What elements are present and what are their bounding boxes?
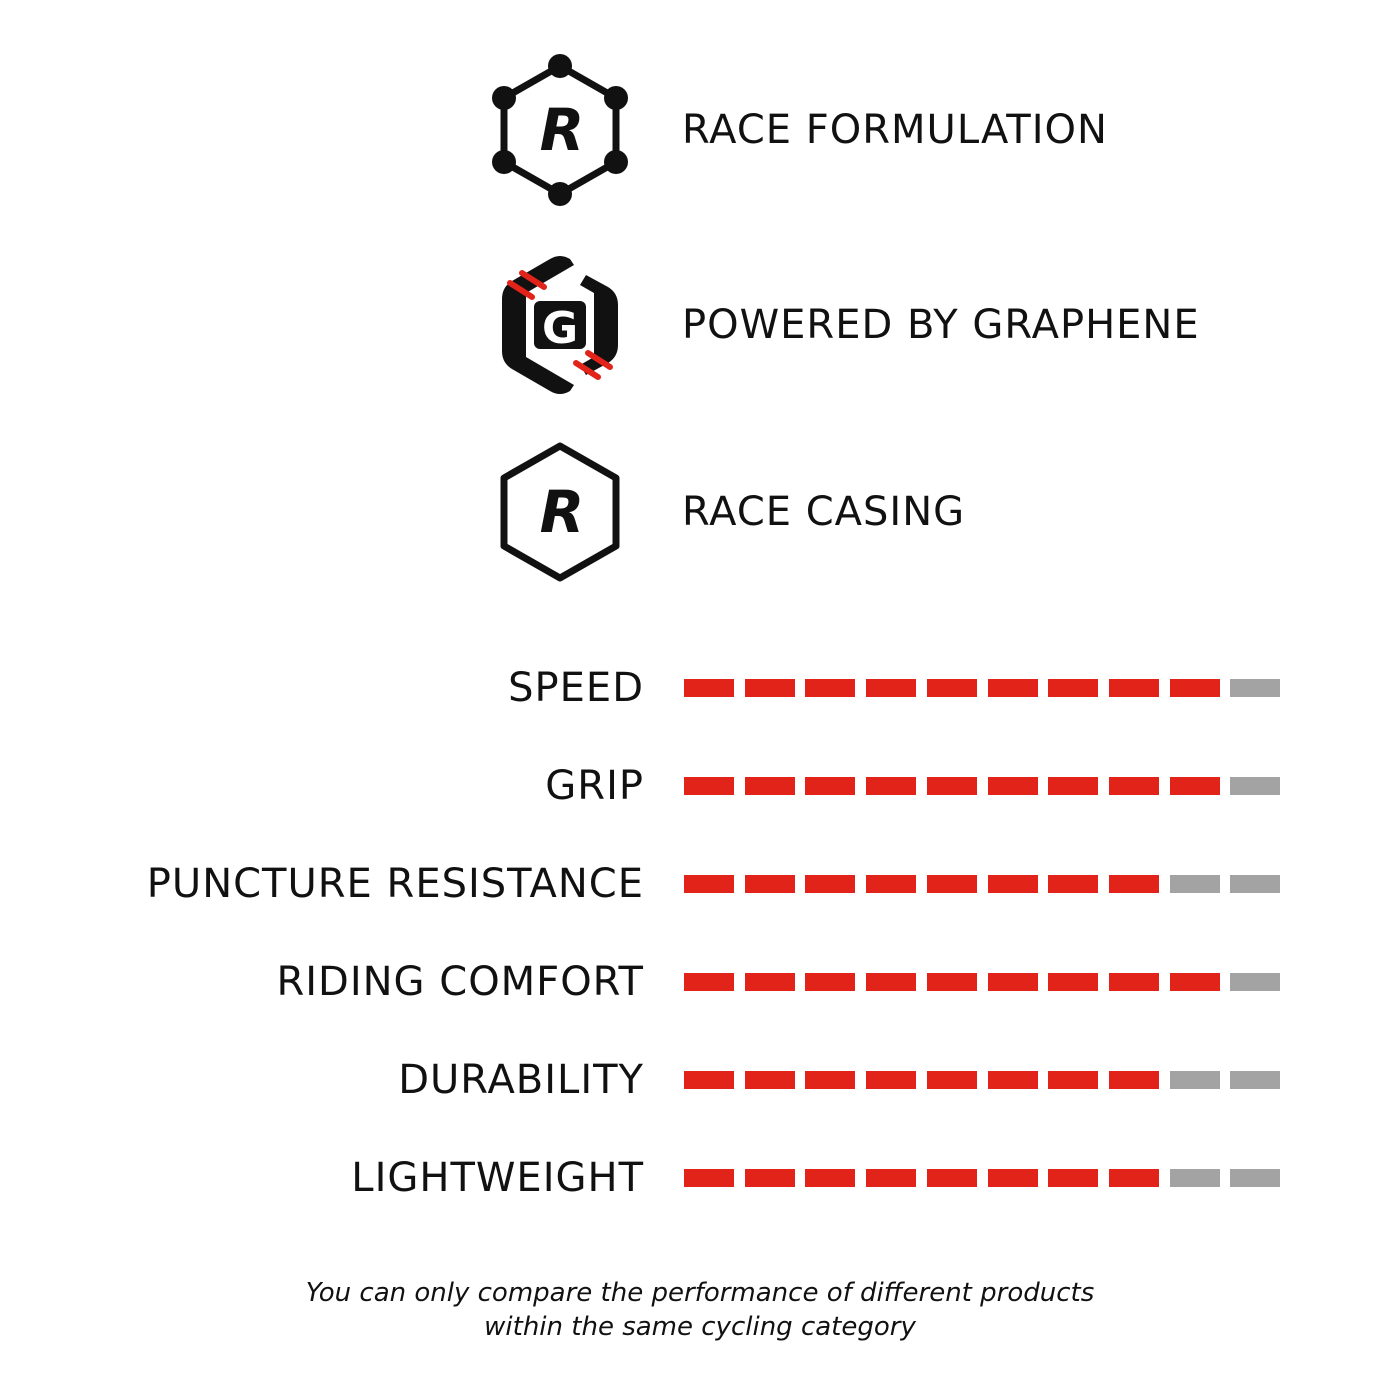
rating-segment-filled	[744, 777, 795, 795]
rating-segment-empty	[1230, 1169, 1281, 1187]
footnote-line-2: within the same cycling category	[484, 1312, 916, 1342]
rating-segment-empty	[1230, 777, 1281, 795]
rating-label: GRIP	[545, 763, 644, 809]
rating-segment-filled	[987, 1071, 1038, 1089]
rating-segment-filled	[1169, 679, 1220, 697]
rating-bar	[684, 973, 1284, 991]
feature-race-casing: R RACE CASING	[490, 432, 1370, 592]
comparison-footnote: You can only compare the performance of …	[0, 1276, 1400, 1344]
rating-segment-filled	[1108, 973, 1159, 991]
rating-segment-filled	[684, 875, 734, 893]
rating-segment-empty	[1169, 1169, 1220, 1187]
rating-segment-empty	[1230, 679, 1281, 697]
rating-segment-filled	[744, 875, 795, 893]
rating-row: RIDING COMFORT	[0, 952, 1400, 1012]
rating-segment-filled	[805, 777, 856, 795]
rating-segment-filled	[1048, 777, 1099, 795]
emblem-letter: R	[540, 478, 585, 546]
rating-bar	[684, 679, 1284, 697]
rating-label: RIDING COMFORT	[276, 959, 644, 1005]
rating-segment-filled	[926, 1071, 977, 1089]
rating-segment-filled	[684, 1169, 734, 1187]
rating-segment-filled	[866, 679, 917, 697]
rating-segment-filled	[1108, 875, 1159, 893]
rating-segment-filled	[805, 1071, 856, 1089]
feature-powered-by-graphene: G POWERED BY GRAPHENE	[490, 245, 1370, 405]
rating-segment-filled	[744, 973, 795, 991]
rating-segment-filled	[1108, 1169, 1159, 1187]
rating-segment-filled	[1108, 1071, 1159, 1089]
rating-row: SPEED	[0, 658, 1400, 718]
feature-race-formulation: R RACE FORMULATION	[490, 50, 1370, 210]
emblem-letter: R	[540, 96, 585, 164]
feature-label: RACE FORMULATION	[682, 107, 1108, 153]
rating-segment-empty	[1230, 1071, 1281, 1089]
rating-segment-filled	[805, 679, 856, 697]
rating-segment-empty	[1230, 875, 1281, 893]
rating-segment-filled	[1108, 679, 1159, 697]
rating-segment-filled	[684, 777, 734, 795]
rating-segment-empty	[1169, 875, 1220, 893]
rating-segment-filled	[744, 679, 795, 697]
rating-segment-filled	[1169, 777, 1220, 795]
rating-label: LIGHTWEIGHT	[351, 1155, 644, 1201]
rating-segment-filled	[926, 777, 977, 795]
rating-segment-filled	[987, 875, 1038, 893]
rating-segment-filled	[1169, 973, 1220, 991]
feature-label: POWERED BY GRAPHENE	[682, 302, 1200, 348]
rating-segment-filled	[1048, 875, 1099, 893]
rating-label: SPEED	[508, 665, 644, 711]
rating-segment-empty	[1169, 1071, 1220, 1089]
rating-segment-empty	[1230, 973, 1281, 991]
emblem-letter: G	[542, 303, 578, 354]
rating-segment-filled	[987, 777, 1038, 795]
rating-segment-filled	[866, 1071, 917, 1089]
footnote-line-1: You can only compare the performance of …	[305, 1278, 1095, 1308]
rating-bar	[684, 777, 1284, 795]
rating-segment-filled	[684, 1071, 734, 1089]
rating-row: DURABILITY	[0, 1050, 1400, 1110]
rating-segment-filled	[926, 679, 977, 697]
rating-segment-filled	[744, 1071, 795, 1089]
rating-row: PUNCTURE RESISTANCE	[0, 854, 1400, 914]
rating-segment-filled	[1048, 1169, 1099, 1187]
rating-label: PUNCTURE RESISTANCE	[146, 861, 644, 907]
rating-segment-filled	[987, 1169, 1038, 1187]
rating-segment-filled	[866, 973, 917, 991]
rating-segment-filled	[866, 875, 917, 893]
rating-row: LIGHTWEIGHT	[0, 1148, 1400, 1208]
rating-segment-filled	[926, 1169, 977, 1187]
rating-row: GRIP	[0, 756, 1400, 816]
race-casing-hexagon-icon: R	[490, 432, 630, 592]
rating-segment-filled	[684, 973, 734, 991]
rating-segment-filled	[684, 679, 734, 697]
rating-segment-filled	[1108, 777, 1159, 795]
rating-bar	[684, 1071, 1284, 1089]
rating-label: DURABILITY	[398, 1057, 644, 1103]
race-formulation-hexagon-icon: R	[490, 50, 630, 210]
rating-segment-filled	[866, 1169, 917, 1187]
rating-segment-filled	[987, 679, 1038, 697]
rating-segment-filled	[805, 973, 856, 991]
rating-segment-filled	[805, 875, 856, 893]
rating-segment-filled	[1048, 1071, 1099, 1089]
feature-label: RACE CASING	[682, 489, 966, 535]
rating-segment-filled	[1048, 679, 1099, 697]
rating-segment-filled	[1048, 973, 1099, 991]
rating-segment-filled	[744, 1169, 795, 1187]
rating-segment-filled	[866, 777, 917, 795]
rating-segment-filled	[926, 875, 977, 893]
rating-segment-filled	[805, 1169, 856, 1187]
rating-segment-filled	[926, 973, 977, 991]
graphene-hexagon-icon: G	[490, 245, 630, 405]
rating-bar	[684, 1169, 1284, 1187]
rating-segment-filled	[987, 973, 1038, 991]
rating-bar	[684, 875, 1284, 893]
